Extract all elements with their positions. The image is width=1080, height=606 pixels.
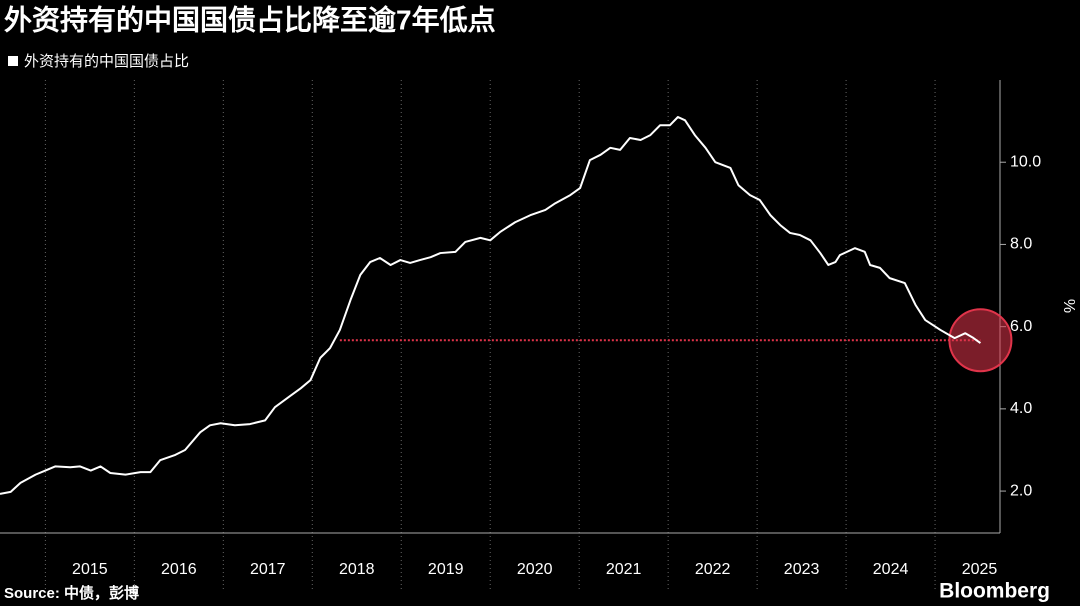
legend-swatch xyxy=(8,56,18,66)
highlight-circle xyxy=(948,308,1013,373)
y-tick-label: 10.0 xyxy=(1010,153,1041,170)
x-tick-label: 2025 xyxy=(962,561,998,578)
brand: Bloomberg xyxy=(939,580,1050,603)
data-line xyxy=(0,115,982,495)
y-tick-label: 4.0 xyxy=(1010,400,1032,417)
x-tick-label: 2018 xyxy=(339,561,375,578)
x-tick-label: 2016 xyxy=(161,561,197,578)
x-tick-label: 2019 xyxy=(428,561,464,578)
x-tick-label: 2021 xyxy=(606,561,642,578)
x-tick-label: 2024 xyxy=(873,561,909,578)
x-tick-label: 2022 xyxy=(695,561,731,578)
y-tick-label: 2.0 xyxy=(1010,482,1032,499)
chart-title: 外资持有的中国国债占比降至逾7年低点 xyxy=(4,3,496,35)
y-tick-label: 6.0 xyxy=(1010,318,1032,335)
x-tick-label: 2020 xyxy=(517,561,553,578)
y-tick-label: 8.0 xyxy=(1010,236,1032,253)
x-tick-label: 2023 xyxy=(784,561,820,578)
source: Source: 中债，彭博 xyxy=(4,584,139,602)
y-axis-label: % xyxy=(1060,299,1077,313)
x-tick-label: 2015 xyxy=(72,561,108,578)
x-tick-label: 2017 xyxy=(250,561,286,578)
legend-label: 外资持有的中国国债占比 xyxy=(24,53,189,70)
